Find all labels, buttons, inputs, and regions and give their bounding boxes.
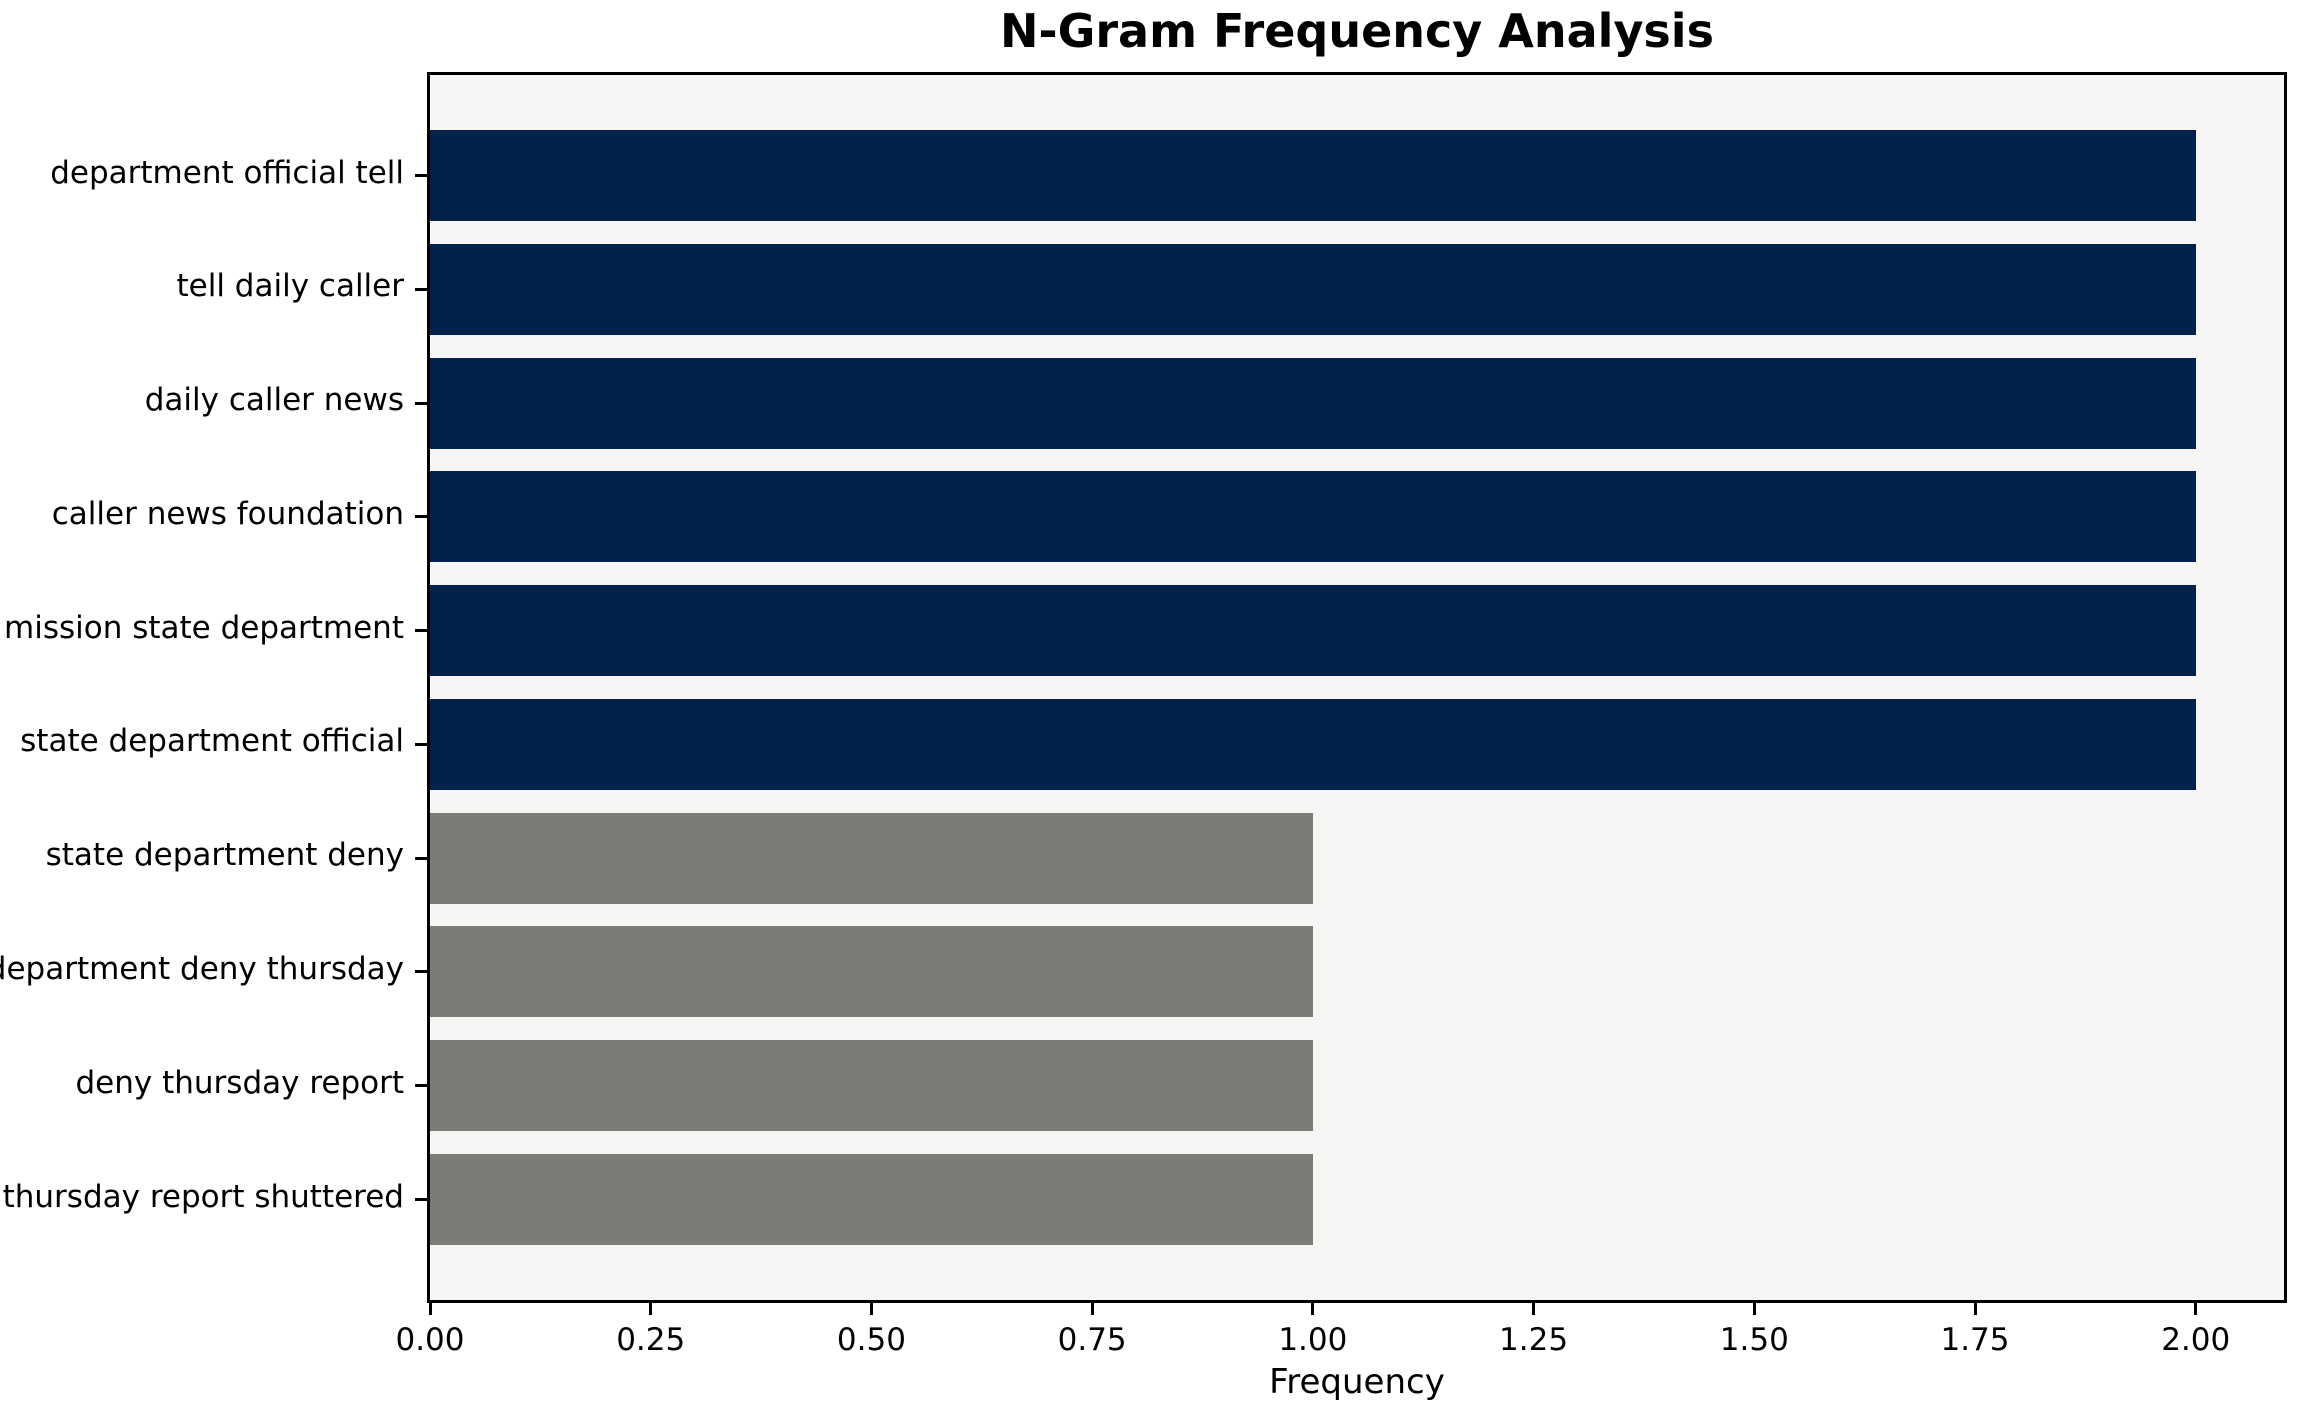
- bar-caller-news-foundation: [430, 471, 2196, 563]
- y-tick-label: deny thursday report: [75, 1064, 405, 1101]
- y-tick-label: tell daily caller: [176, 268, 405, 305]
- y-tick-mark: [415, 1084, 430, 1088]
- x-tick-mark: [1532, 1300, 1536, 1315]
- bar-department-deny-thursday: [430, 926, 1313, 1018]
- y-axis-labels: department official tell tell daily calle…: [0, 72, 404, 1303]
- x-tick-mark: [1752, 1300, 1756, 1315]
- y-tick-label: mission state department: [4, 609, 404, 646]
- y-tick-mark: [415, 856, 430, 860]
- x-tick-label: 0.00: [395, 1322, 465, 1358]
- y-tick-label: department official tell: [50, 154, 404, 191]
- y-tick-label: department deny thursday: [0, 950, 404, 987]
- bar-daily-caller-news: [430, 357, 2196, 449]
- y-tick-mark: [415, 515, 430, 519]
- y-tick-mark: [415, 970, 430, 974]
- y-tick-label: thursday report shuttered: [2, 1178, 404, 1215]
- bar-department-official-tell: [430, 130, 2196, 221]
- x-tick-mark: [2194, 1300, 2198, 1315]
- x-axis-label: Frequency: [1269, 1362, 1445, 1402]
- x-tick-mark: [649, 1300, 653, 1315]
- y-tick-label: daily caller news: [144, 382, 404, 419]
- bar-state-department-deny: [430, 812, 1313, 904]
- chart-title: N-Gram Frequency Analysis: [1000, 4, 1714, 58]
- bar-mission-state-department: [430, 585, 2196, 677]
- x-tick-label: 0.25: [616, 1322, 686, 1358]
- y-tick-label: state department deny: [45, 837, 404, 874]
- y-tick-mark: [415, 174, 430, 177]
- x-tick-label: 2.00: [2161, 1322, 2231, 1358]
- x-tick-label: 0.75: [1057, 1322, 1127, 1358]
- x-tick-label: 0.50: [836, 1322, 906, 1358]
- plot-area: 0.00 0.25 0.50 0.75 1.00 1.25 1.50 1.75 2.00: [395, 72, 2287, 1358]
- y-tick-label: state department official: [20, 723, 404, 760]
- y-tick-mark: [415, 742, 430, 746]
- y-tick-mark: [415, 401, 430, 405]
- y-tick-mark: [415, 1198, 430, 1201]
- bar-state-department-official: [430, 698, 2196, 790]
- x-tick-mark: [1973, 1300, 1977, 1315]
- x-tick-label: 1.75: [1940, 1322, 2010, 1358]
- bar-tell-daily-caller: [430, 243, 2196, 335]
- x-tick-mark: [1311, 1300, 1315, 1315]
- x-tick-mark: [428, 1300, 432, 1315]
- bar-thursday-report-shuttered: [430, 1154, 1313, 1245]
- y-tick-mark: [415, 629, 430, 633]
- x-tick-mark: [869, 1300, 873, 1315]
- bar-deny-thursday-report: [430, 1040, 1313, 1132]
- y-tick-label: caller news foundation: [51, 495, 404, 532]
- y-tick-mark: [415, 287, 430, 291]
- x-tick-label: 1.25: [1499, 1322, 1569, 1358]
- x-tick-mark: [1090, 1300, 1094, 1315]
- x-tick-label: 1.00: [1278, 1322, 1348, 1358]
- x-tick-label: 1.50: [1719, 1322, 1789, 1358]
